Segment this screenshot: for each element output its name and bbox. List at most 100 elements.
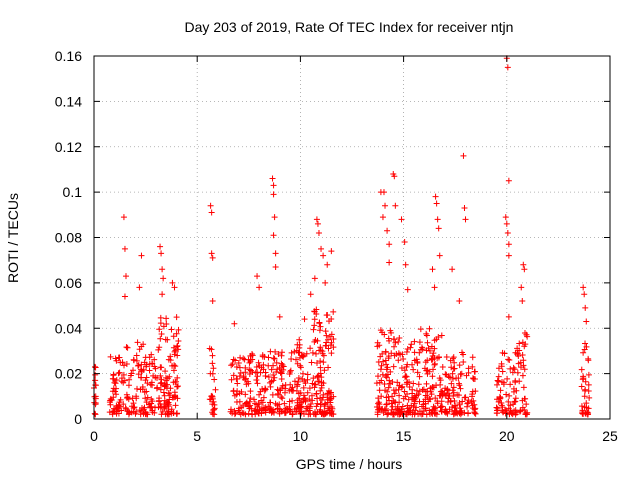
data-point [276, 313, 283, 320]
data-point [432, 404, 439, 411]
data-point [207, 370, 214, 377]
data-point [501, 350, 508, 357]
data-point [431, 354, 438, 361]
x-tick-label: 5 [193, 428, 201, 444]
data-point [159, 291, 166, 298]
data-point [317, 323, 324, 330]
data-point [304, 371, 311, 378]
data-point [408, 341, 415, 348]
data-point [298, 399, 305, 406]
data-point [267, 399, 274, 406]
data-point [291, 378, 298, 385]
data-point [324, 261, 331, 268]
data-point [414, 369, 421, 376]
data-point [390, 363, 397, 370]
data-point [92, 371, 99, 378]
data-point [424, 357, 431, 364]
data-point [272, 263, 279, 270]
data-point [388, 406, 395, 413]
data-point [449, 266, 456, 273]
data-point [513, 409, 520, 416]
data-point [240, 374, 247, 381]
data-point [244, 378, 251, 385]
data-point [450, 411, 457, 418]
data-point [499, 368, 506, 375]
data-point [133, 357, 140, 364]
data-point [444, 409, 451, 416]
data-point [506, 356, 513, 363]
data-point [461, 205, 468, 212]
data-point [505, 313, 512, 320]
data-point [170, 333, 177, 340]
data-point [450, 389, 457, 396]
data-point [431, 345, 438, 352]
data-point [143, 388, 150, 395]
data-point [429, 266, 436, 273]
data-point [269, 391, 276, 398]
data-point [157, 335, 164, 342]
data-point [271, 214, 278, 221]
data-point [210, 365, 217, 372]
data-point [519, 351, 526, 358]
data-point [120, 214, 127, 221]
data-point [520, 384, 527, 391]
data-point [379, 214, 386, 221]
data-point [430, 366, 437, 373]
data-point [383, 366, 390, 373]
data-point [456, 401, 463, 408]
data-point [497, 394, 504, 401]
data-point [451, 359, 458, 366]
data-point [426, 325, 433, 332]
data-point [391, 173, 398, 180]
data-point [411, 338, 418, 345]
data-point [437, 377, 444, 384]
data-point [287, 381, 294, 388]
data-point [242, 411, 249, 418]
data-point [316, 347, 323, 354]
data-point [136, 346, 143, 353]
data-point [147, 404, 154, 411]
data-point [432, 395, 439, 402]
data-point [582, 378, 589, 385]
data-point [209, 254, 216, 261]
data-point [278, 364, 285, 371]
data-point [586, 394, 593, 401]
data-point [398, 384, 405, 391]
data-point [133, 408, 140, 415]
data-point [208, 209, 215, 216]
data-point [399, 403, 406, 410]
data-point [270, 371, 277, 378]
data-point [235, 360, 242, 367]
data-point [274, 386, 281, 393]
data-point [443, 353, 450, 360]
data-point [118, 407, 125, 414]
data-point [392, 339, 399, 346]
data-point [138, 361, 145, 368]
data-point [143, 374, 150, 381]
data-point [113, 410, 120, 417]
data-point [580, 373, 587, 380]
data-point [150, 372, 157, 379]
data-point [289, 397, 296, 404]
data-point [514, 345, 521, 352]
data-point [498, 402, 505, 409]
data-point [136, 284, 143, 291]
data-point [437, 388, 444, 395]
data-point [137, 374, 144, 381]
x-tick-label: 20 [499, 428, 515, 444]
data-point [112, 388, 119, 395]
data-point [272, 348, 279, 355]
data-point [373, 380, 380, 387]
data-point [254, 403, 261, 410]
data-point [234, 380, 241, 387]
data-point [228, 362, 235, 369]
y-tick-label: 0.16 [55, 48, 82, 64]
data-point [516, 340, 523, 347]
data-point [107, 401, 114, 408]
data-point [253, 364, 260, 371]
data-point [276, 409, 283, 416]
data-point [254, 380, 261, 387]
data-point [165, 399, 172, 406]
data-point [207, 202, 214, 209]
data-point [519, 298, 526, 305]
